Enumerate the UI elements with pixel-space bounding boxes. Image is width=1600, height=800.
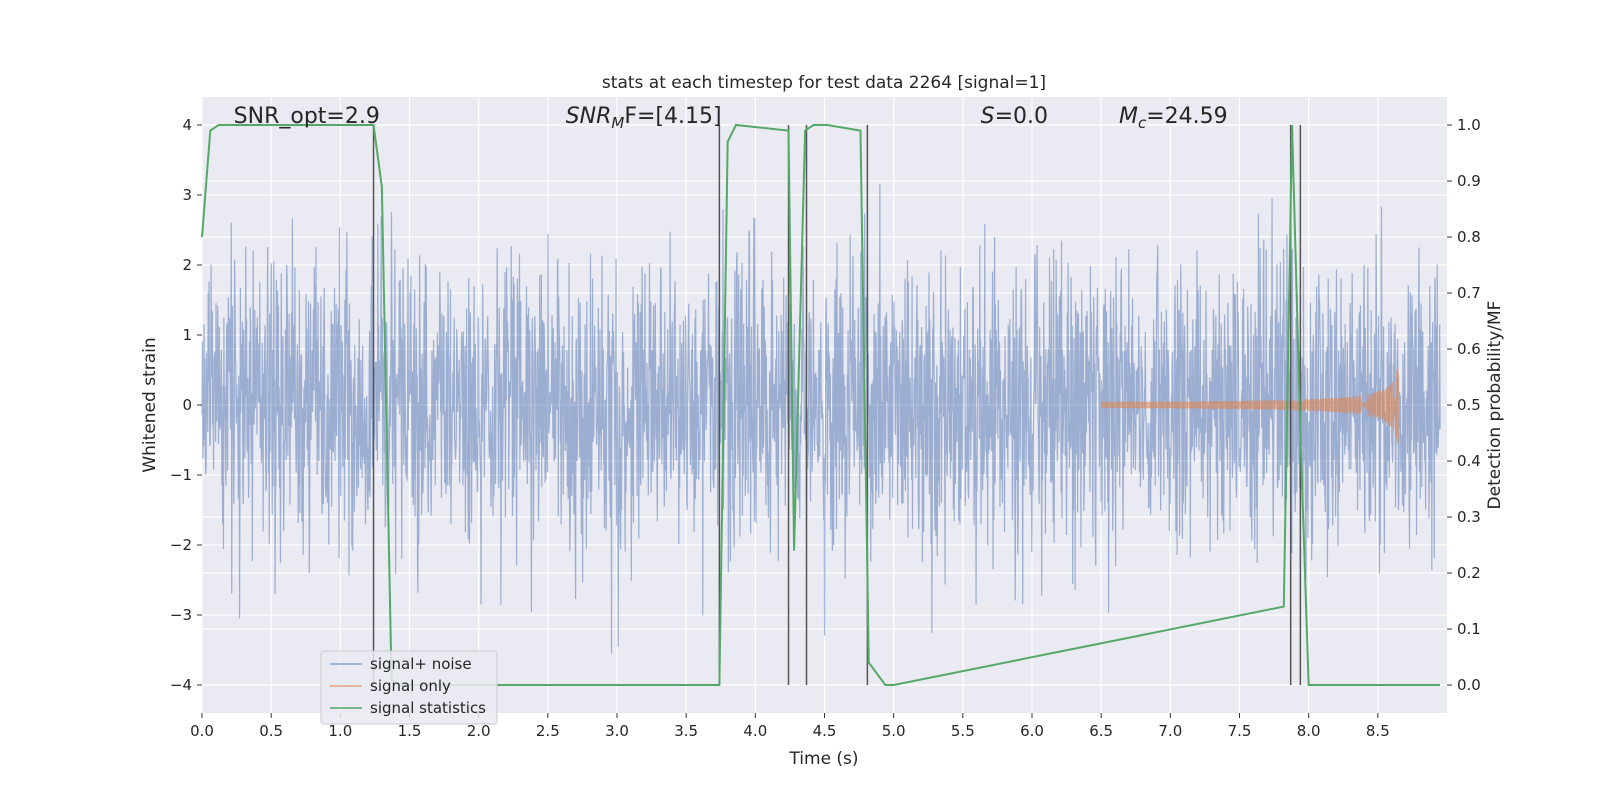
- line-signal-noise: [201, 184, 1441, 654]
- y-right-tick-label: 1.0: [1457, 116, 1481, 134]
- x-tick-label: 8.5: [1366, 722, 1390, 740]
- x-tick-label: 7.5: [1228, 722, 1252, 740]
- y-left-tick-label: 0: [182, 396, 192, 414]
- y-left-tick-label: −1: [170, 466, 192, 484]
- x-tick-label: 0.5: [259, 722, 283, 740]
- y-left-tick-label: −3: [170, 606, 192, 624]
- legend-label-signal-noise: signal+ noise: [370, 655, 472, 673]
- y-right-axis-label: Detection probability/MF: [1485, 301, 1505, 510]
- signal-noise-series: [201, 184, 1441, 654]
- x-tick-label: 4.5: [813, 722, 837, 740]
- legend-box: [320, 650, 498, 725]
- annotations: SNR_opt=2.9 SNRMF=[4.15] S=0.0 Mc=24.59: [234, 104, 1228, 132]
- x-tick-label: 3.5: [674, 722, 698, 740]
- x-tick-label: 1.0: [328, 722, 352, 740]
- y-left-tick-label: 1: [182, 326, 192, 344]
- y-right-tick-label: 0.2: [1457, 564, 1481, 582]
- x-tick-label: 5.0: [882, 722, 906, 740]
- y-left-axis-ticks: −4 −3 −2 −1 0 1 2 3 4: [170, 116, 202, 694]
- y-right-tick-label: 0.8: [1457, 228, 1481, 246]
- x-tick-label: 5.5: [951, 722, 975, 740]
- x-axis-ticks: 0.0 0.5 1.0 1.5 2.0 2.5 3.0 3.5 4.0 4.5 5.0 5.5 6.0 6…: [190, 713, 1390, 740]
- y-right-axis-ticks: 0.0 0.1 0.2 0.3 0.4 0.5 0.6 0.7 0.8 0.9 1.0: [1447, 116, 1481, 694]
- y-right-tick-label: 0.3: [1457, 508, 1481, 526]
- x-tick-label: 1.5: [398, 722, 422, 740]
- y-left-tick-label: −4: [170, 676, 192, 694]
- y-left-tick-label: −2: [170, 536, 192, 554]
- legend: signal+ noise signal only signal statist…: [320, 650, 498, 725]
- x-tick-label: 7.0: [1158, 722, 1182, 740]
- legend-label-signal-statistics: signal statistics: [370, 699, 486, 717]
- x-tick-label: 3.0: [605, 722, 629, 740]
- x-tick-label: 8.0: [1297, 722, 1321, 740]
- y-left-tick-label: 2: [182, 256, 192, 274]
- x-tick-label: 2.5: [536, 722, 560, 740]
- y-right-tick-label: 0.5: [1457, 396, 1481, 414]
- y-right-tick-label: 0.7: [1457, 284, 1481, 302]
- y-right-tick-label: 0.4: [1457, 452, 1481, 470]
- annotation-2: S=0.0: [981, 104, 1048, 129]
- x-tick-label: 0.0: [190, 722, 214, 740]
- annotation-0: SNR_opt=2.9: [234, 104, 380, 129]
- legend-label-signal-only: signal only: [370, 677, 451, 695]
- y-left-axis-label: Whitened strain: [140, 337, 160, 472]
- chart-title: stats at each timestep for test data 226…: [602, 73, 1046, 93]
- y-right-tick-label: 0.6: [1457, 340, 1481, 358]
- y-right-tick-label: 0.1: [1457, 620, 1481, 638]
- x-tick-label: 6.5: [1089, 722, 1113, 740]
- x-axis-label: Time (s): [788, 749, 858, 769]
- y-left-tick-label: 3: [182, 186, 192, 204]
- line-signal-statistics: [201, 123, 1441, 686]
- y-right-tick-label: 0.9: [1457, 172, 1481, 190]
- annotation-3: Mc=24.59: [1119, 104, 1228, 132]
- annotation-1: SNRMF=[4.15]: [566, 104, 722, 132]
- x-tick-label: 2.0: [467, 722, 491, 740]
- line-signal-only: [1100, 368, 1400, 443]
- x-tick-label: 6.0: [1020, 722, 1044, 740]
- y-right-tick-label: 0.0: [1457, 676, 1481, 694]
- signal-statistics-series: [201, 123, 1441, 686]
- signal-only-series: [1100, 368, 1400, 443]
- x-tick-label: 4.0: [743, 722, 767, 740]
- y-left-tick-label: 4: [182, 116, 192, 134]
